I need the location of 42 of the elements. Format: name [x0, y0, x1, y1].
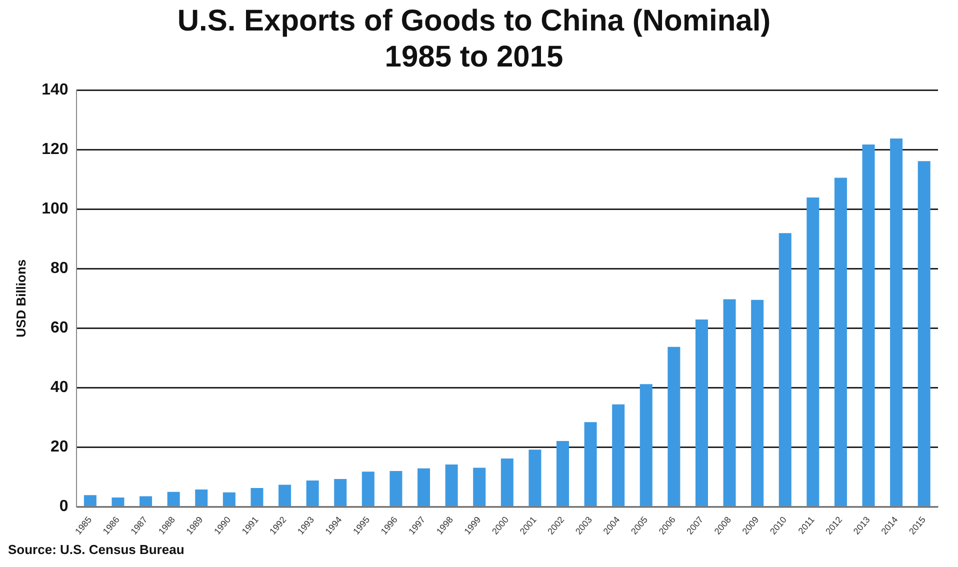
bar: [918, 161, 930, 506]
bar: [390, 471, 402, 506]
chart-title: U.S. Exports of Goods to China (Nominal) 1985 to 2015: [177, 4, 771, 74]
bar: [112, 497, 124, 506]
bar: [806, 197, 820, 506]
bar: [612, 404, 625, 506]
bar: [778, 233, 792, 506]
bar: [473, 468, 486, 506]
y-axis-title: USD Billions: [13, 259, 28, 338]
source-note: Source: U.S. Census Bureau: [8, 542, 184, 557]
bar: [418, 468, 430, 506]
bar: [334, 479, 347, 506]
y-tick-label: 20: [50, 438, 68, 456]
bar: [195, 489, 208, 506]
bar: [528, 450, 542, 506]
bar: [890, 138, 903, 506]
bar: [250, 488, 264, 506]
bar: [167, 492, 180, 506]
bar: [695, 319, 708, 506]
y-tick-label: 140: [42, 81, 68, 98]
bar: [640, 384, 652, 506]
bar: [278, 484, 292, 506]
y-tick-label: 0: [59, 498, 68, 516]
bar: [306, 480, 319, 506]
bar: [362, 472, 374, 506]
bar: [862, 144, 875, 506]
bar: [834, 178, 847, 506]
bar: [751, 300, 764, 506]
bar: [556, 440, 569, 506]
y-tick-label: 60: [50, 320, 68, 337]
y-tick-label: 100: [42, 200, 68, 218]
bar: [500, 458, 514, 506]
y-tick-label: 120: [42, 140, 68, 158]
bar: [84, 495, 96, 506]
bar: [140, 496, 152, 506]
bar: [584, 422, 597, 506]
y-tick-label: 40: [50, 379, 68, 396]
bar: [723, 299, 736, 506]
y-tick-label: 80: [50, 260, 68, 277]
bar: [222, 492, 236, 506]
bar: [445, 464, 458, 506]
bar: [668, 346, 680, 506]
